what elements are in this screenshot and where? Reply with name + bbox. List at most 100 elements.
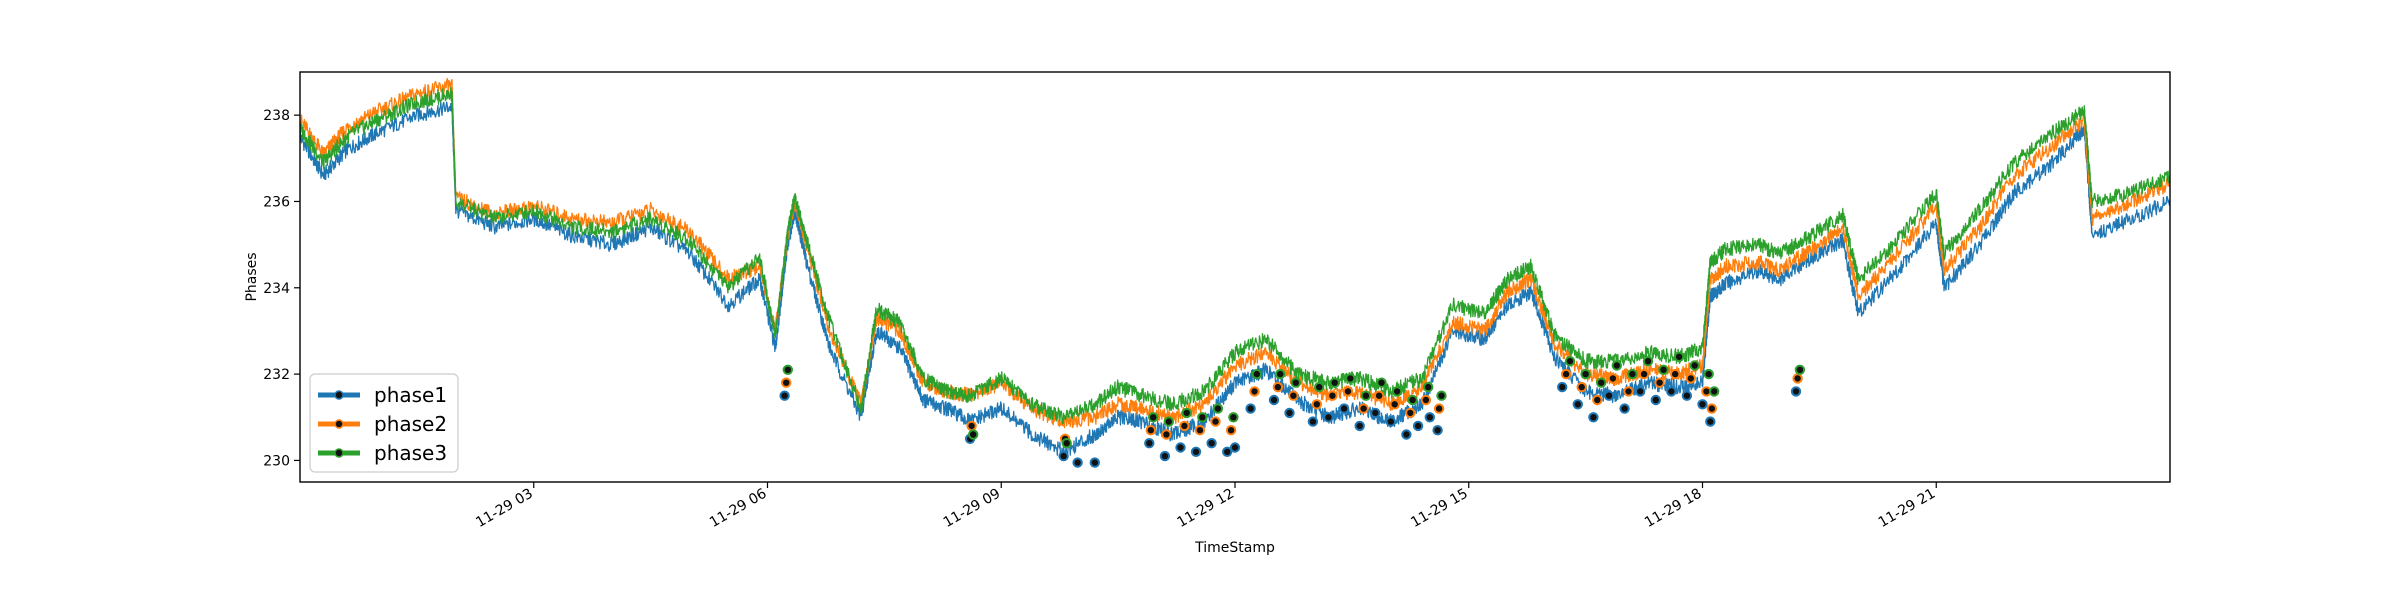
marker-phase3-6 (1197, 412, 1208, 423)
marker-phase2-18 (1405, 407, 1416, 419)
marker-phase2-4 (1161, 429, 1172, 440)
marker-phase2-16 (1373, 390, 1385, 401)
marker-phase1-0 (779, 390, 790, 401)
marker-phase1-17 (1338, 403, 1350, 414)
marker-phase3-30 (1703, 368, 1714, 380)
marker-phase3-13 (1329, 377, 1340, 388)
marker-phase3-16 (1376, 377, 1387, 388)
marker-phase3-9 (1251, 368, 1263, 380)
marker-phase3-27 (1658, 364, 1669, 375)
legend-swatch-marker (334, 390, 344, 400)
x-axis-label: TimeStamp (1194, 540, 1275, 556)
y-tick-label: 230 (263, 453, 290, 469)
marker-phase1-34 (1697, 399, 1708, 410)
marker-phase1-13 (1268, 394, 1280, 406)
marker-phase2-1 (966, 420, 977, 432)
legend: phase1 phase2 phase3 (309, 373, 459, 473)
marker-phase1-20 (1385, 416, 1397, 427)
y-tick-label: 238 (263, 108, 290, 124)
marker-phase1-19 (1370, 407, 1381, 419)
marker-phase3-8 (1228, 412, 1239, 423)
marker-phase1-24 (1432, 425, 1443, 436)
marker-phase2-9 (1249, 386, 1260, 397)
marker-phase2-5 (1179, 420, 1190, 432)
marker-phase2-28 (1670, 368, 1681, 380)
marker-phase2-13 (1327, 390, 1338, 401)
marker-phase1-35 (1705, 416, 1716, 427)
marker-phase3-20 (1436, 390, 1447, 401)
y-axis-label: Phases (244, 252, 260, 301)
marker-phase1-14 (1284, 407, 1295, 419)
marker-phase3-32 (1794, 364, 1806, 375)
marker-phase2-8 (1225, 425, 1237, 436)
series-line-phase3 (300, 86, 2170, 425)
marker-phase2-21 (1560, 368, 1572, 380)
y-tick-label: 236 (263, 194, 290, 210)
marker-phase3-7 (1212, 403, 1224, 414)
marker-phase3-19 (1423, 381, 1434, 393)
series-line-phase2 (300, 77, 2170, 429)
marker-phase1-9 (1206, 438, 1217, 449)
marker-phase2-15 (1358, 403, 1369, 414)
marker-phase2-24 (1607, 373, 1619, 384)
marker-phase3-21 (1564, 356, 1576, 367)
marker-phase1-18 (1354, 420, 1365, 432)
marker-phase2-10 (1272, 381, 1284, 393)
marker-phase3-31 (1709, 386, 1720, 397)
marker-phase2-27 (1654, 377, 1665, 388)
marker-phase2-17 (1389, 399, 1400, 410)
marker-phase1-32 (1666, 386, 1677, 397)
marker-phase1-29 (1619, 403, 1630, 414)
legend-frame (309, 373, 459, 473)
marker-phase1-15 (1307, 416, 1319, 427)
marker-phase3-12 (1314, 381, 1325, 393)
marker-phase3-25 (1627, 368, 1638, 380)
marker-phase1-28 (1603, 390, 1615, 401)
marker-phase2-22 (1576, 381, 1587, 393)
marker-phase2-7 (1210, 416, 1221, 427)
marker-phase3-4 (1163, 416, 1175, 427)
marker-phase2-11 (1288, 390, 1299, 401)
marker-phase3-15 (1360, 390, 1372, 401)
marker-phase2-20 (1433, 403, 1445, 414)
legend-label: phase3 (374, 441, 447, 465)
marker-phase3-5 (1181, 407, 1192, 419)
marker-phase1-11 (1229, 442, 1241, 453)
marker-phase3-28 (1673, 351, 1685, 362)
marker-phase1-25 (1557, 381, 1568, 393)
marker-phase2-6 (1194, 425, 1206, 436)
marker-phase3-26 (1642, 356, 1654, 367)
legend-item-phase2: phase2 (318, 412, 447, 436)
marker-phase1-3 (1072, 457, 1083, 468)
marker-phase1-31 (1650, 394, 1662, 406)
marker-phase1-23 (1424, 412, 1436, 423)
marker-phase2-25 (1623, 386, 1634, 397)
marker-phase1-26 (1572, 399, 1584, 410)
marker-phase2-0 (781, 377, 792, 388)
marker-phase1-27 (1588, 412, 1599, 423)
marker-phase2-29 (1685, 373, 1697, 384)
marker-phase1-16 (1323, 412, 1334, 423)
legend-swatch-marker (334, 448, 344, 458)
marker-phase1-4 (1089, 457, 1101, 468)
marker-phase2-14 (1342, 386, 1354, 397)
y-tick-label: 232 (263, 367, 290, 383)
legend-swatch-marker (334, 419, 344, 429)
marker-phase1-5 (1144, 438, 1155, 449)
legend-label: phase2 (374, 412, 447, 436)
marker-phase3-11 (1290, 377, 1302, 388)
marker-phase3-29 (1689, 360, 1700, 371)
marker-phase2-31 (1706, 403, 1718, 414)
marker-phase1-21 (1401, 429, 1412, 440)
marker-phase3-14 (1345, 373, 1356, 384)
marker-phase1-12 (1245, 403, 1256, 414)
marker-phase2-23 (1592, 394, 1603, 406)
marker-phase2-19 (1420, 394, 1432, 406)
y-tick-label: 234 (263, 281, 290, 297)
marker-phase3-1 (968, 429, 979, 440)
legend-item-phase3: phase3 (318, 441, 447, 465)
marker-layer (779, 351, 1806, 468)
marker-phase2-26 (1638, 368, 1650, 380)
marker-phase3-24 (1611, 360, 1623, 371)
